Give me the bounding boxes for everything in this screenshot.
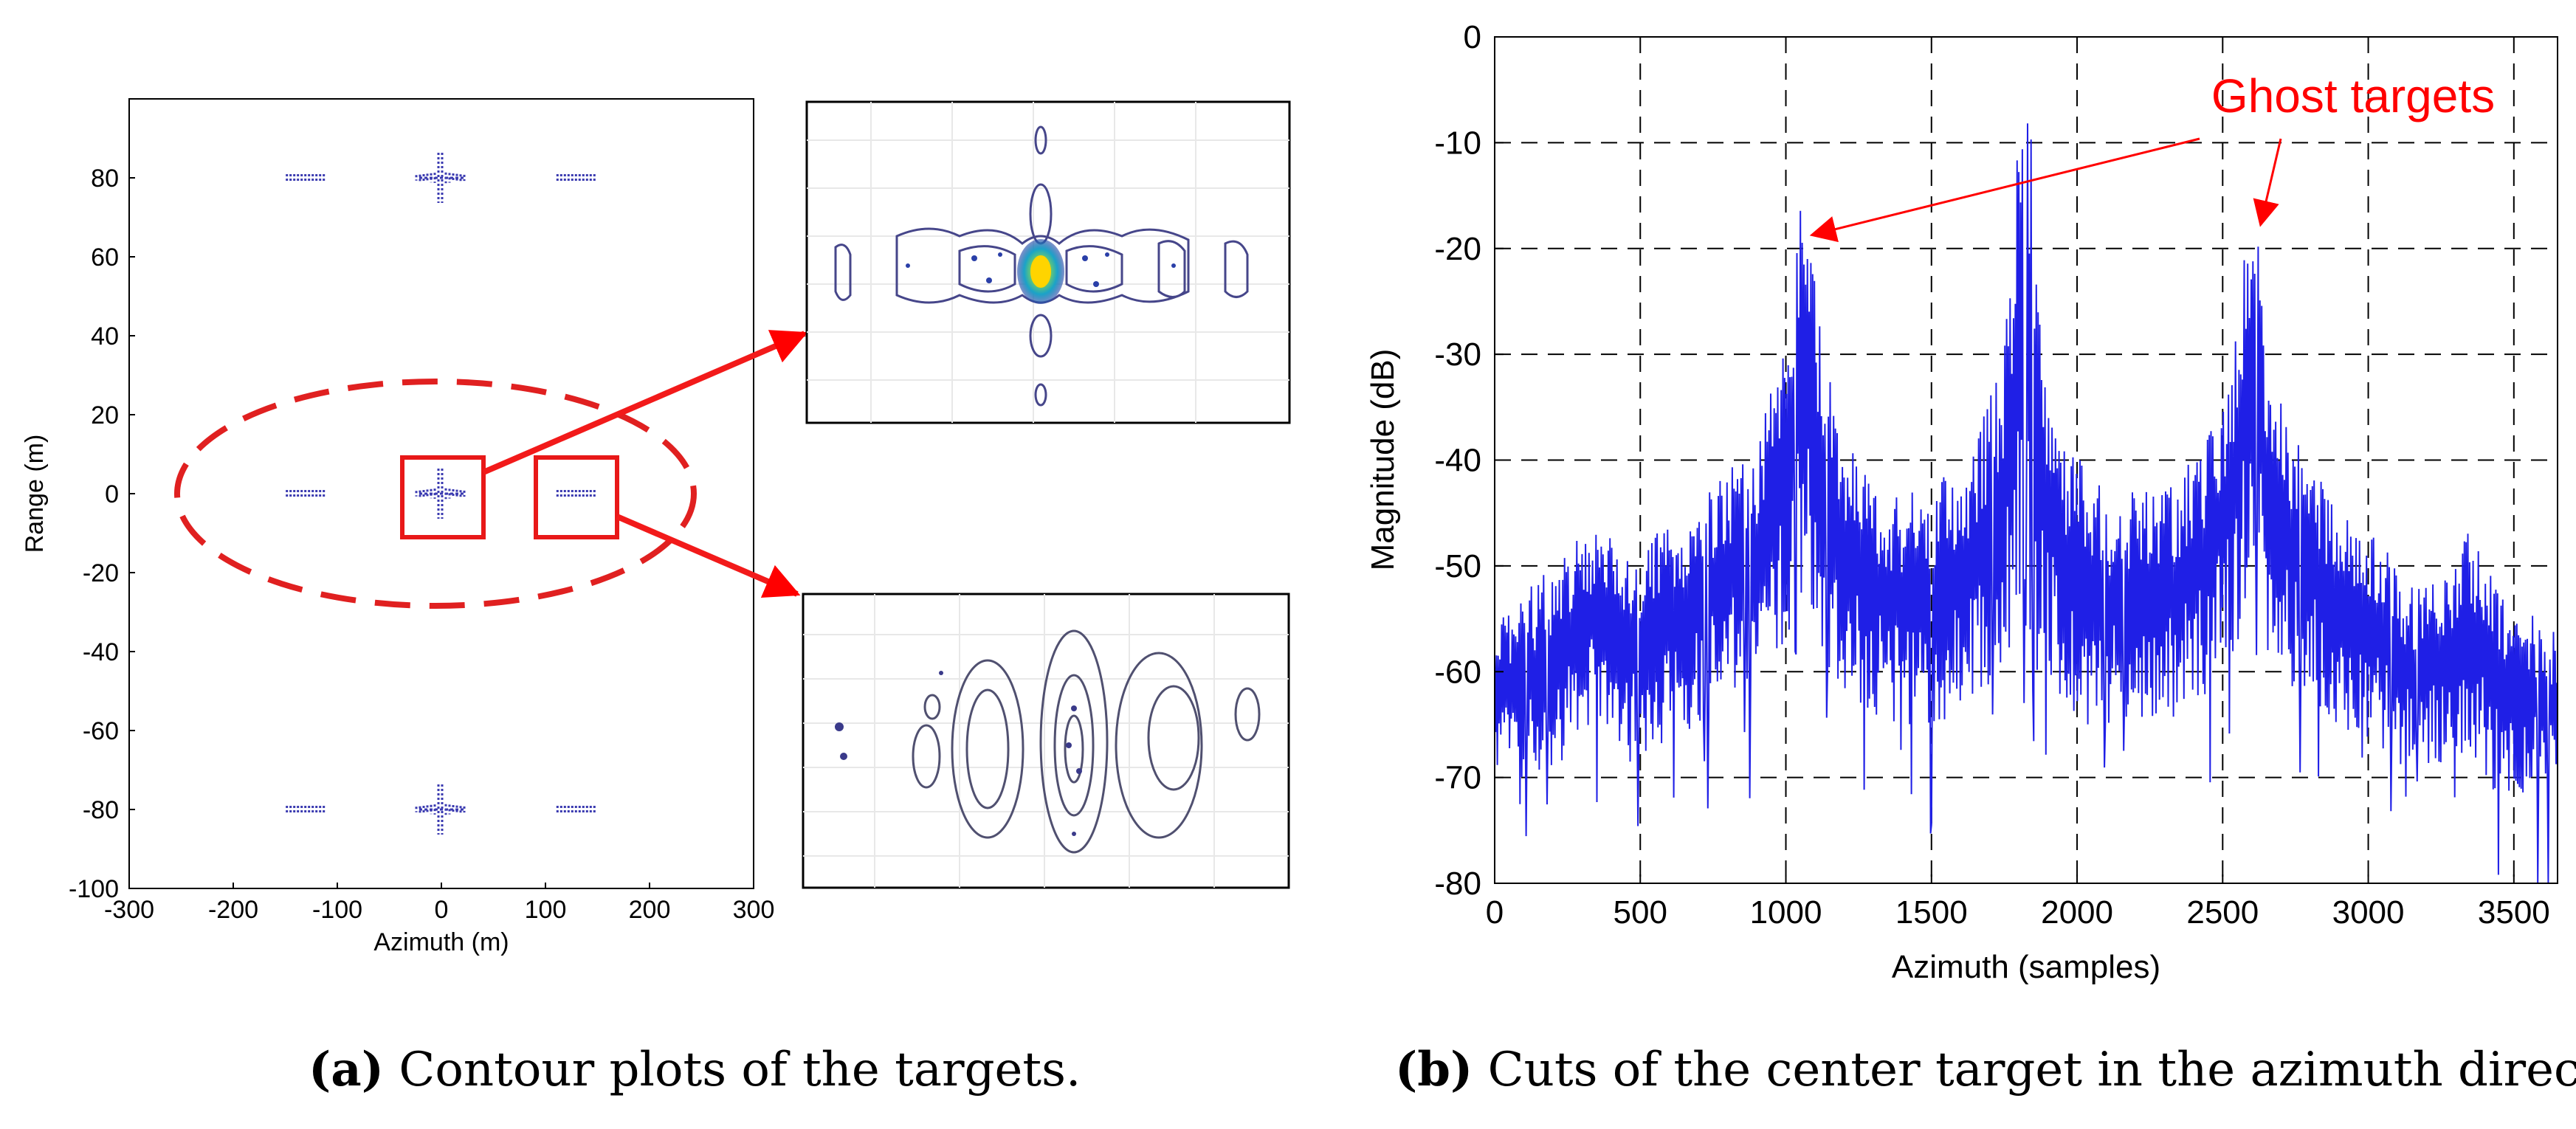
x-tick-label: 0 xyxy=(435,896,449,924)
y-tick-label: -30 xyxy=(1434,336,1481,373)
x-tick-label: -200 xyxy=(208,896,258,924)
x-tick-label: 0 xyxy=(1486,894,1504,931)
contour-x-label: Azimuth (m) xyxy=(373,928,509,956)
caption-a-label: (a) xyxy=(309,1042,385,1097)
y-tick-label: -40 xyxy=(1434,443,1481,479)
caption-a: (a) Contour plots of the targets. xyxy=(309,1042,1081,1097)
series-line-azimuth-cut xyxy=(1495,123,2558,883)
y-tick-label: -20 xyxy=(83,559,119,587)
cut-y-label: Magnitude (dB) xyxy=(1365,349,1401,571)
x-tick-label: 500 xyxy=(1614,894,1667,931)
ghost-arrows xyxy=(1809,137,2282,243)
inset-center-target xyxy=(805,100,1291,424)
y-tick-label: 80 xyxy=(91,165,119,193)
contour-y-label: Range (m) xyxy=(21,435,49,553)
zoom-arrow-ghost xyxy=(616,514,801,598)
inset-ghost-target xyxy=(802,593,1290,889)
x-tick-label: -100 xyxy=(312,896,362,924)
target-marker xyxy=(286,174,326,182)
y-tick-label: -60 xyxy=(1434,654,1481,690)
caption-b: (b) Cuts of the center target in the azi… xyxy=(1395,1042,2576,1097)
y-tick-label: 0 xyxy=(1464,19,1481,55)
caption-a-text: Contour plots of the targets. xyxy=(399,1043,1081,1097)
y-tick-label: 60 xyxy=(91,244,119,272)
x-tick-label: 3000 xyxy=(2332,894,2405,931)
x-tick-label: 1000 xyxy=(1750,894,1822,931)
target-marker xyxy=(286,806,326,813)
x-tick-label: -300 xyxy=(104,896,154,924)
caption-b-text: Cuts of the center target in the azimuth… xyxy=(1487,1043,2576,1097)
y-tick-label: -70 xyxy=(1434,760,1481,796)
x-tick-label: 3500 xyxy=(2478,894,2550,931)
x-tick-label: 1500 xyxy=(1895,894,1968,931)
contour-chart: -300 -200 -100 0 100 200 300-100-80-60-40-2002… xyxy=(21,98,1291,956)
x-tick-label: 200 xyxy=(629,896,671,924)
cut-axes: 0 500 1000 1500 2000 2500 3000 3500 0 -10 -20 -30 -4… xyxy=(1434,19,2549,931)
y-tick-label: -80 xyxy=(1434,866,1481,902)
y-tick-label: -80 xyxy=(83,796,119,824)
y-tick-label: -10 xyxy=(1434,125,1481,161)
x-tick-label: 2500 xyxy=(2186,894,2259,931)
target-marker xyxy=(415,153,466,203)
zoom-arrow-center xyxy=(482,330,808,475)
contour-targets xyxy=(286,153,596,835)
ghost-arrow xyxy=(2253,138,2282,227)
x-tick-label: 2000 xyxy=(2041,894,2113,931)
y-tick-label: 40 xyxy=(91,322,119,351)
target-marker xyxy=(415,784,466,835)
y-tick-label: -100 xyxy=(69,875,119,903)
x-tick-label: 300 xyxy=(733,896,775,924)
target-marker xyxy=(415,469,466,519)
azimuth-cut-chart: 0 500 1000 1500 2000 2500 3000 3500 0 -10 -20 -30 -4… xyxy=(1365,19,2558,985)
y-tick-label: -40 xyxy=(83,638,119,666)
ghost-target-box xyxy=(534,455,619,539)
ghost-targets-annotation: Ghost targets xyxy=(2211,69,2495,122)
contour-axes: -300 -200 -100 0 100 200 300-100-80-60-40-2002… xyxy=(69,165,774,924)
cut-x-label: Azimuth (samples) xyxy=(1892,949,2160,985)
caption-b-label: (b) xyxy=(1395,1042,1473,1097)
y-tick-label: -60 xyxy=(83,717,119,745)
target-marker xyxy=(556,174,596,182)
highlight-ellipse xyxy=(174,379,697,609)
ghost-arrow xyxy=(1809,137,2200,243)
target-marker xyxy=(556,806,596,813)
y-tick-label: -50 xyxy=(1434,548,1481,584)
y-tick-label: -20 xyxy=(1434,231,1481,267)
y-tick-label: 0 xyxy=(105,480,119,508)
target-marker xyxy=(556,490,596,497)
y-tick-label: 20 xyxy=(91,401,119,429)
target-marker xyxy=(286,490,326,497)
center-target-box xyxy=(400,455,486,539)
x-tick-label: 100 xyxy=(525,896,567,924)
